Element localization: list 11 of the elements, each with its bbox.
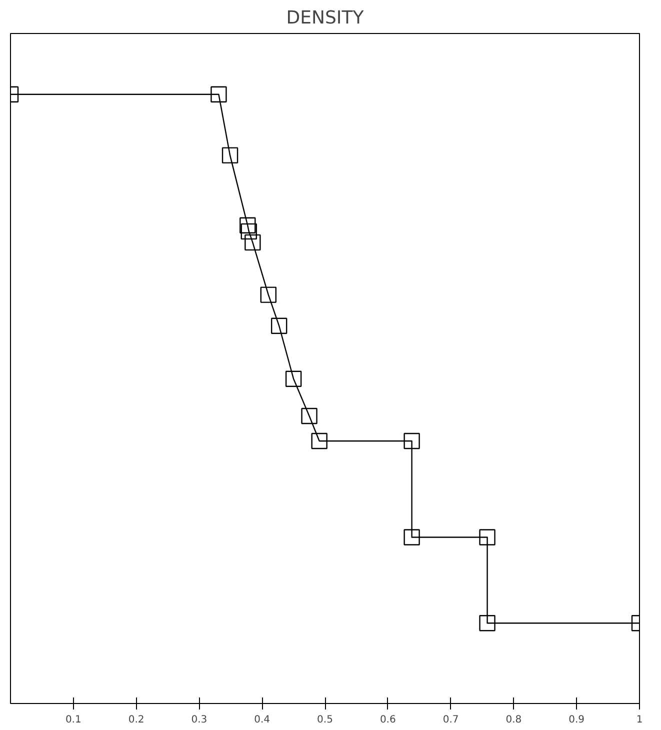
x-tick-label: 0.4 [254,714,270,726]
x-tick-label: 0.6 [380,714,396,726]
x-tick-label: 0.2 [128,714,144,726]
x-tick-label: 0.9 [568,714,585,726]
x-tick-label: 0.8 [506,714,522,726]
x-tick-label: 0.1 [65,714,82,726]
x-tick-label: 0.3 [191,714,208,726]
x-tick-label: 1 [636,714,643,726]
x-tick-label: 0.7 [442,714,459,726]
chart-title: DENSITY [286,8,365,28]
x-tick-label: 0.5 [317,714,333,726]
